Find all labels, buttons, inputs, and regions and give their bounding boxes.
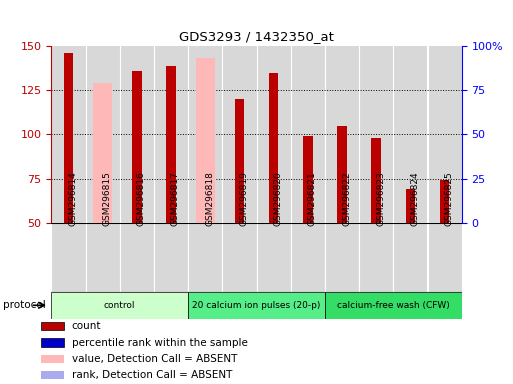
Bar: [222, 223, 256, 292]
Bar: [359, 46, 393, 223]
Text: count: count: [72, 321, 102, 331]
Text: 20 calcium ion pulses (20-p): 20 calcium ion pulses (20-p): [192, 301, 321, 310]
Bar: [427, 46, 462, 223]
Bar: [393, 46, 427, 223]
Bar: [291, 46, 325, 223]
Bar: [51, 292, 188, 319]
Text: GSM296823: GSM296823: [376, 171, 385, 226]
Text: GSM296814: GSM296814: [68, 171, 77, 226]
Bar: [269, 73, 279, 223]
Bar: [154, 46, 188, 223]
Bar: [196, 58, 214, 223]
Bar: [120, 223, 154, 292]
Bar: [303, 136, 312, 223]
Text: protocol: protocol: [4, 300, 46, 310]
Text: value, Detection Call = ABSENT: value, Detection Call = ABSENT: [72, 354, 237, 364]
Bar: [371, 138, 381, 223]
Text: GSM296821: GSM296821: [308, 171, 317, 226]
Bar: [51, 46, 86, 223]
Bar: [393, 223, 427, 292]
Bar: [256, 223, 291, 292]
Bar: [154, 223, 188, 292]
Text: GSM296824: GSM296824: [410, 172, 420, 226]
Bar: [325, 223, 359, 292]
Bar: [41, 355, 64, 363]
Text: GSM296820: GSM296820: [273, 171, 283, 226]
Bar: [166, 66, 176, 223]
Bar: [86, 46, 120, 223]
Bar: [440, 180, 449, 223]
Bar: [51, 223, 86, 292]
Bar: [427, 223, 462, 292]
Title: GDS3293 / 1432350_at: GDS3293 / 1432350_at: [179, 30, 334, 43]
Bar: [86, 223, 120, 292]
Bar: [325, 292, 462, 319]
Bar: [64, 53, 73, 223]
Bar: [132, 71, 142, 223]
Bar: [93, 83, 112, 223]
Text: GSM296825: GSM296825: [445, 171, 453, 226]
Bar: [256, 46, 291, 223]
Text: calcium-free wash (CFW): calcium-free wash (CFW): [337, 301, 450, 310]
Bar: [41, 371, 64, 379]
Bar: [222, 46, 256, 223]
Bar: [188, 223, 222, 292]
Text: GSM296816: GSM296816: [137, 171, 146, 226]
Text: control: control: [104, 301, 135, 310]
Bar: [325, 46, 359, 223]
Text: GSM296815: GSM296815: [103, 171, 112, 226]
Text: GSM296818: GSM296818: [205, 171, 214, 226]
Bar: [359, 223, 393, 292]
Bar: [188, 292, 325, 319]
Text: percentile rank within the sample: percentile rank within the sample: [72, 338, 248, 348]
Bar: [120, 46, 154, 223]
Text: rank, Detection Call = ABSENT: rank, Detection Call = ABSENT: [72, 370, 232, 380]
Bar: [41, 338, 64, 347]
Bar: [41, 322, 64, 331]
Text: GSM296819: GSM296819: [240, 171, 248, 226]
Bar: [291, 223, 325, 292]
Bar: [188, 46, 222, 223]
Bar: [406, 189, 415, 223]
Text: GSM296817: GSM296817: [171, 171, 180, 226]
Text: GSM296822: GSM296822: [342, 172, 351, 226]
Bar: [234, 99, 244, 223]
Bar: [337, 126, 347, 223]
